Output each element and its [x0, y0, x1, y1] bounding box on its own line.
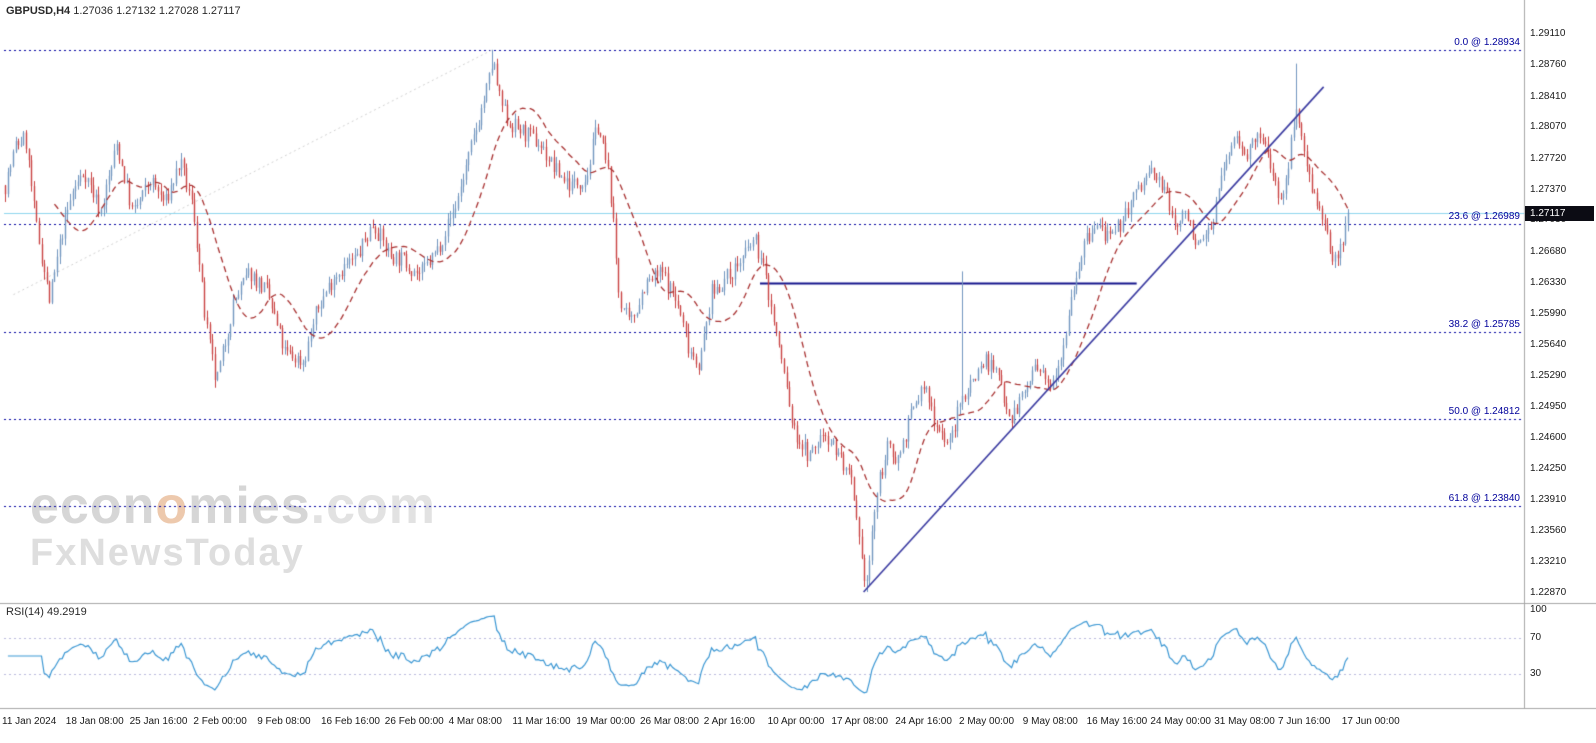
time-tick-label: 11 Mar 16:00 — [512, 716, 571, 727]
time-tick-label: 7 Jun 16:00 — [1278, 716, 1331, 727]
price-tick-label: 1.24250 — [1530, 463, 1567, 475]
time-tick-label: 24 May 00:00 — [1150, 716, 1211, 727]
price-tick-label: 1.25290 — [1530, 370, 1567, 382]
price-tick-label: 1.27370 — [1530, 183, 1567, 195]
time-tick-label: 26 Feb 00:00 — [384, 716, 444, 727]
time-tick-label: 24 Apr 16:00 — [895, 716, 952, 727]
time-tick-label: 17 Jun 00:00 — [1341, 716, 1400, 727]
price-tick-label: 1.28760 — [1530, 59, 1567, 71]
chart-header: GBPUSD,H4 1.27036 1.27132 1.27028 1.2711… — [6, 5, 241, 17]
fib-level-label: 50.0 @ 1.24812 — [1448, 406, 1520, 417]
symbol-timeframe-label: GBPUSD,H4 — [6, 5, 71, 17]
fib-level-label: 0.0 @ 1.28934 — [1454, 36, 1520, 48]
time-tick-label: 11 Jan 2024 — [2, 716, 57, 727]
time-tick-label: 9 Feb 08:00 — [257, 716, 311, 727]
ohlc-quotes-label: 1.27036 1.27132 1.27028 1.27117 — [73, 5, 241, 17]
time-tick-label: 25 Jan 16:00 — [129, 716, 188, 727]
time-tick-label: 19 Mar 00:00 — [576, 716, 636, 727]
time-tick-label: 2 Apr 16:00 — [703, 716, 755, 727]
price-tick-label: 1.25640 — [1530, 338, 1567, 350]
price-tick-label: 1.28070 — [1530, 121, 1567, 133]
time-tick-label: 16 May 16:00 — [1086, 716, 1148, 727]
time-tick-label: 10 Apr 00:00 — [767, 716, 825, 727]
time-tick-label: 31 May 08:00 — [1214, 716, 1275, 727]
fib-level-label: 23.6 @ 1.26989 — [1448, 211, 1520, 223]
time-tick-label: 17 Apr 08:00 — [831, 716, 889, 727]
rsi-tick-label: 70 — [1530, 631, 1542, 643]
time-tick-label: 26 Mar 08:00 — [640, 716, 699, 727]
price-tick-label: 1.26680 — [1530, 245, 1567, 257]
price-tick-label: 1.26330 — [1530, 277, 1567, 289]
price-tick-label: 1.23210 — [1530, 556, 1567, 568]
price-tick-label: 1.24950 — [1530, 400, 1567, 412]
price-tick-label: 1.22870 — [1530, 586, 1567, 598]
time-tick-label: 2 Feb 00:00 — [193, 716, 247, 727]
current-price-badge: 1.27117 — [1525, 205, 1594, 221]
time-tick-label: 9 May 08:00 — [1022, 716, 1078, 727]
fib-level-label: 38.2 @ 1.25785 — [1448, 318, 1520, 330]
price-tick-label: 1.27720 — [1530, 152, 1567, 164]
time-tick-label: 18 Jan 08:00 — [65, 716, 124, 727]
rsi-value: 49.2919 — [46, 606, 87, 618]
price-tick-label: 1.25990 — [1530, 307, 1567, 319]
price-tick-label: 1.23910 — [1530, 493, 1567, 505]
price-tick-label: 1.23560 — [1530, 525, 1567, 537]
price-tick-label: 1.28410 — [1530, 90, 1567, 102]
time-tick-label: 2 May 00:00 — [959, 716, 1015, 727]
time-tick-label: 16 Feb 16:00 — [321, 716, 380, 727]
price-tick-label: 1.24600 — [1530, 431, 1567, 443]
rsi-indicator-label: RSI(14) 49.2919 — [6, 606, 87, 618]
price-tick-label: 1.29110 — [1530, 28, 1566, 40]
fib-level-label: 61.8 @ 1.23840 — [1448, 493, 1520, 505]
rsi-tick-label: 100 — [1530, 604, 1547, 615]
rsi-tick-label: 30 — [1530, 668, 1542, 680]
time-tick-label: 4 Mar 08:00 — [448, 716, 502, 727]
